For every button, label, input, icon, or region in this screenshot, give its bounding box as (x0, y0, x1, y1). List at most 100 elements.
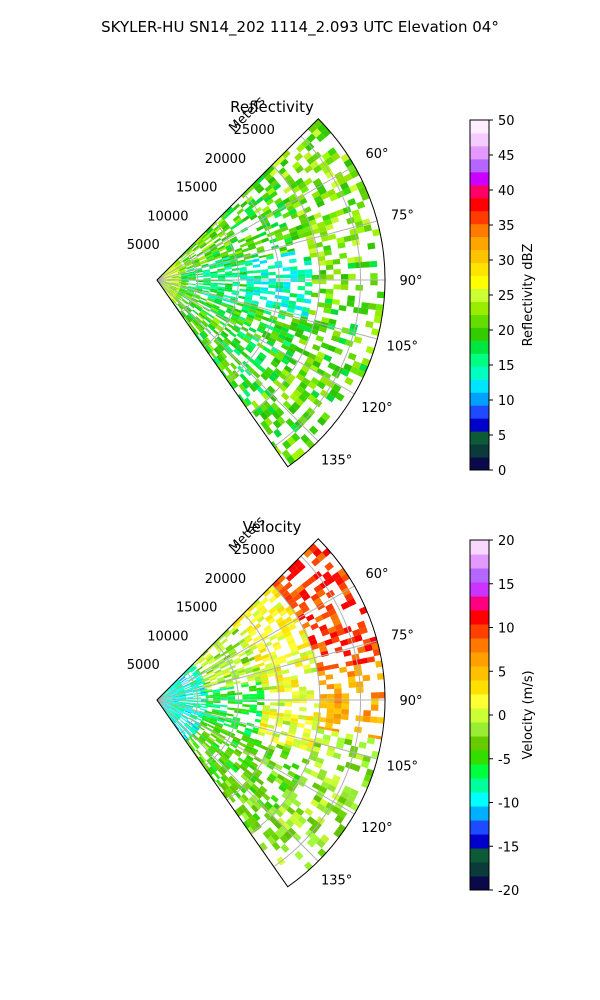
data-bin (289, 393, 299, 402)
data-bin (163, 274, 171, 278)
data-bin (185, 706, 193, 709)
data-bin (205, 694, 214, 697)
data-bin (306, 690, 315, 695)
data-bin (193, 692, 201, 695)
data-bin (169, 687, 176, 693)
data-bin (243, 301, 252, 304)
data-bin (254, 612, 263, 621)
data-bin (238, 315, 246, 322)
data-bin (285, 818, 295, 828)
colorbar-swatch (470, 405, 489, 419)
data-bin (317, 726, 325, 730)
data-bin (277, 620, 286, 628)
data-bin (339, 666, 348, 673)
data-bin (180, 286, 188, 290)
data-bin (185, 722, 192, 729)
data-bin (323, 249, 332, 256)
colorbar-tick-label: 45 (498, 149, 515, 164)
data-bin (205, 302, 213, 308)
data-bin (202, 247, 210, 253)
data-bin (253, 333, 262, 340)
data-bin (206, 256, 215, 261)
data-bin (242, 771, 251, 779)
data-bin (249, 704, 258, 708)
data-bin (206, 227, 214, 235)
data-bin (188, 276, 197, 279)
data-bin (260, 420, 269, 430)
azimuth-tick-label: 60° (365, 567, 388, 582)
data-bin (212, 728, 221, 734)
data-bin (175, 292, 182, 297)
data-bin (296, 643, 306, 651)
data-bin (168, 288, 175, 294)
data-bin (270, 794, 279, 803)
data-bin (218, 219, 227, 227)
data-bin (337, 176, 347, 186)
range-tick-label: 10000 (147, 629, 188, 644)
data-bin (324, 156, 335, 166)
data-bin (204, 250, 212, 256)
data-bin (177, 690, 185, 694)
data-bin (320, 191, 330, 200)
data-bin (304, 290, 313, 296)
data-bin (290, 423, 300, 433)
data-bin (196, 304, 203, 310)
data-bin (163, 282, 171, 286)
data-bin (233, 780, 242, 789)
data-bin (170, 692, 178, 696)
data-bin (336, 764, 345, 773)
data-bin (359, 606, 368, 615)
data-bin (175, 722, 181, 729)
data-bin (343, 173, 353, 182)
data-bin (212, 705, 221, 709)
colorbar-swatch (470, 366, 489, 380)
data-bin (174, 712, 182, 718)
data-bin (310, 799, 320, 808)
data-bin (294, 819, 304, 829)
data-bin (220, 211, 228, 219)
data-bin (174, 683, 182, 688)
data-bin (168, 267, 176, 272)
data-bin (218, 308, 226, 314)
data-bin (378, 692, 385, 699)
data-bin (270, 179, 279, 188)
data-bin (318, 679, 327, 686)
data-bin (219, 687, 228, 691)
data-bin (201, 309, 209, 315)
range-ring (250, 584, 321, 834)
data-bin (217, 286, 226, 290)
data-bin (244, 318, 253, 325)
data-bin (255, 641, 264, 648)
data-bin (243, 732, 251, 738)
panel-title: Reflectivity (230, 98, 314, 116)
data-bin (277, 313, 286, 320)
data-bin (283, 354, 292, 362)
data-bin (356, 369, 366, 378)
data-bin (169, 286, 177, 291)
data-bin (220, 704, 228, 708)
data-bin (181, 281, 189, 283)
data-bin (214, 654, 222, 661)
data-bin (349, 366, 359, 375)
data-bin (178, 704, 186, 707)
data-bin (283, 713, 292, 718)
data-bin (298, 232, 307, 239)
data-bin (298, 319, 307, 326)
data-bin (167, 289, 174, 295)
data-bin (370, 704, 379, 711)
data-bin (300, 334, 309, 342)
data-bin (369, 260, 378, 268)
data-bin (171, 280, 179, 282)
data-bin (168, 687, 176, 692)
data-bin (185, 262, 193, 267)
data-bin (321, 214, 331, 222)
data-bin (276, 201, 285, 209)
data-bin (274, 777, 283, 785)
data-bin (209, 290, 217, 294)
data-bin (289, 721, 298, 727)
data-bin (181, 276, 189, 278)
data-bin (170, 690, 178, 695)
data-bin (203, 682, 211, 687)
data-bin (208, 343, 215, 352)
data-bin (217, 245, 226, 251)
